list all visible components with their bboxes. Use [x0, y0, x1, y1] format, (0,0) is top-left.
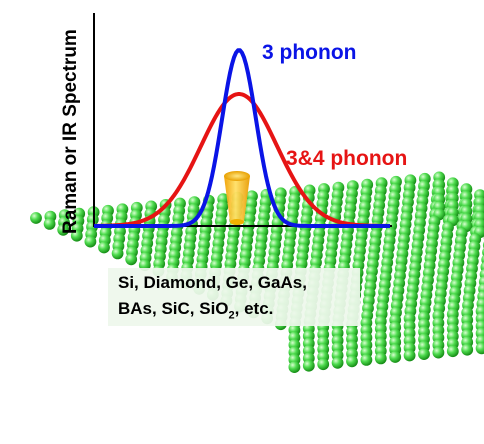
atom [84, 235, 97, 248]
label-3-phonon: 3 phonon [262, 41, 356, 64]
atom [331, 356, 344, 369]
materials-line-2-prefix: BAs, SiC, SiO [118, 299, 229, 318]
atom [98, 241, 110, 254]
crystal-lattice-icon [30, 171, 484, 373]
atom [418, 348, 430, 360]
atom [461, 343, 474, 356]
atom [30, 212, 42, 224]
atom [360, 354, 373, 366]
atom [43, 218, 56, 230]
atom [389, 351, 402, 363]
atom [111, 247, 124, 260]
atom [374, 352, 387, 365]
y-axis-label: Raman or IR Spectrum [60, 29, 81, 234]
atom [302, 359, 315, 372]
atom [70, 229, 83, 242]
curve-3-phonon [94, 48, 390, 228]
atom [288, 361, 301, 373]
atom [446, 345, 459, 358]
materials-line-1: Si, Diamond, Ge, GaAs, [118, 273, 307, 292]
materials-line-2: BAs, SiC, SiO2, etc. [118, 296, 360, 328]
materials-line-2-suffix: , etc. [234, 299, 274, 318]
materials-box: Si, Diamond, Ge, GaAs, BAs, SiC, SiO2, e… [108, 268, 360, 326]
atom [317, 358, 330, 371]
atom [475, 342, 484, 355]
atom [403, 349, 416, 362]
materials-subscript: 2 [228, 309, 235, 322]
atom [125, 253, 138, 266]
label-3and4-phonon: 3&4 phonon [286, 147, 407, 170]
curve-3and4-phonon [93, 92, 391, 228]
atom [432, 346, 445, 359]
laser-beam-icon [224, 171, 250, 225]
atom [346, 355, 358, 368]
atom [57, 223, 70, 236]
